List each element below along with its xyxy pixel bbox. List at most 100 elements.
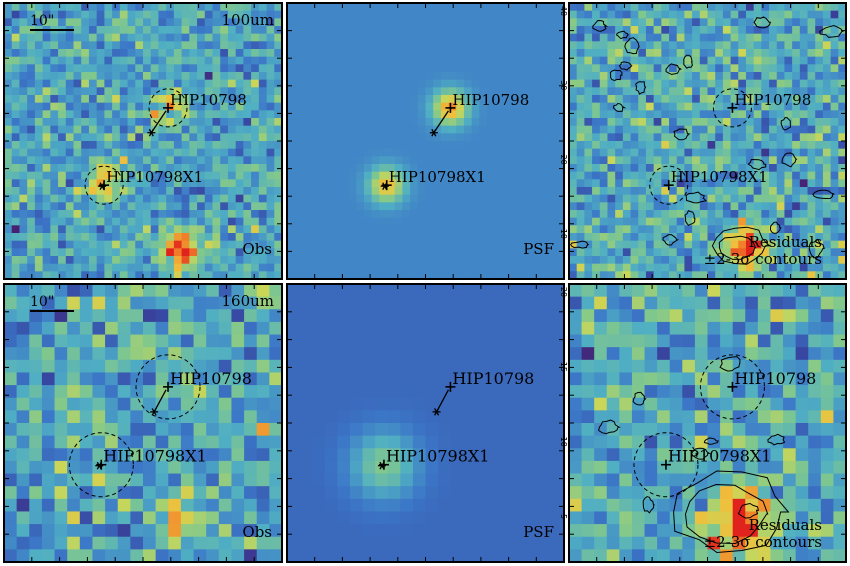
source-label-hip10798: HIP10798 [734, 369, 816, 388]
noise-contour [737, 502, 760, 519]
noise-contour [780, 117, 792, 131]
source-marker-hip10798 [445, 102, 456, 113]
source-label-hip10798x1: HIP10798X1 [106, 168, 203, 186]
star-position-marker [147, 128, 156, 137]
noise-contour [609, 69, 623, 82]
panel-ticks [569, 284, 846, 562]
panel-label-obs: Obs [242, 523, 272, 541]
noise-contour [747, 158, 767, 171]
source-label-hip10798x1: HIP10798X1 [671, 168, 768, 186]
source-marker-hip10798x1 [381, 180, 392, 191]
source-label-hip10798x1: HIP10798X1 [389, 168, 486, 186]
noise-contour [683, 54, 693, 69]
source-marker-hip10798x1 [663, 180, 674, 191]
y-tick-label: 10 [559, 229, 568, 239]
y-tick-label: 20 [559, 287, 568, 297]
proper-motion-arrow [433, 110, 449, 134]
noise-contour [819, 24, 844, 38]
noise-contour [592, 19, 609, 32]
aperture-circle-hip10798 [135, 354, 201, 420]
noise-contour [632, 391, 647, 406]
aperture-circle-hip10798 [699, 354, 765, 420]
noise-contour [685, 191, 708, 204]
noise-contour [665, 63, 682, 75]
map-residual-0 [569, 3, 847, 280]
source-label-hip10798x1: HIP10798X1 [103, 447, 207, 466]
noise-contour [719, 356, 741, 372]
aperture-circle-hip10798 [148, 88, 188, 128]
contour-3sigma [718, 235, 757, 260]
contour-3sigma [684, 483, 769, 545]
source-marker-hip10798 [163, 381, 174, 392]
panel-label-residuals: Residuals [749, 516, 822, 534]
proper-motion-arrow [436, 389, 450, 413]
proper-motion-arrow [150, 110, 167, 134]
source-label-hip10798: HIP10798 [452, 91, 529, 109]
aperture-circle-hip10798x1 [649, 165, 689, 205]
band-label: 100um [221, 11, 274, 29]
noise-contour [673, 128, 691, 141]
noise-contour [612, 102, 627, 112]
noise-contour [770, 221, 782, 234]
map-psf-1 [287, 284, 565, 563]
y-tick-label: 20 [559, 154, 568, 164]
noise-contour [703, 437, 719, 445]
map-residual-1 [569, 284, 847, 563]
panel-label-obs: Obs [242, 240, 272, 258]
map-psf-0 [287, 3, 565, 280]
y-tick-label: 30 [559, 80, 568, 90]
noise-contour [662, 234, 680, 246]
source-marker-hip10798 [445, 381, 456, 392]
panel-label-psf: PSF [523, 523, 554, 541]
panel-label-contours: ±2-3σ contours [704, 533, 822, 551]
noise-contour [635, 81, 647, 95]
scale-bar-label: 10" [30, 13, 54, 29]
source-marker-hip10798 [727, 102, 738, 113]
aperture-circle-hip10798x1 [84, 165, 124, 205]
noise-contour [615, 30, 630, 40]
source-marker-hip10798x1 [660, 459, 671, 470]
panel-ticks [287, 3, 564, 279]
panel-label-contours: ±2-3σ contours [704, 250, 822, 268]
scale-bar-label: 10" [30, 294, 54, 310]
proper-motion-arrow [153, 389, 167, 413]
aperture-circle-hip10798 [712, 88, 752, 128]
source-marker-hip10798 [163, 102, 174, 113]
source-marker-hip10798x1 [96, 459, 107, 470]
star-position-marker [432, 408, 441, 416]
source-label-hip10798: HIP10798 [734, 91, 811, 109]
noise-contour [808, 238, 825, 259]
band-label: 160um [221, 292, 274, 310]
noise-contour [812, 189, 835, 200]
y-tick-label: 40 [559, 6, 568, 16]
y-tick-label: 5 [559, 514, 568, 519]
panel-ticks [4, 284, 282, 562]
contour-2sigma [711, 226, 771, 265]
y-tick-label: 10 [559, 437, 568, 447]
noise-contour [624, 37, 640, 55]
star-position-marker [150, 408, 159, 416]
star-position-marker [429, 128, 438, 137]
source-label-hip10798: HIP10798 [170, 91, 247, 109]
map-obs-1 [4, 284, 283, 563]
source-label-hip10798: HIP10798 [452, 369, 534, 388]
source-marker-hip10798x1 [378, 459, 389, 470]
aperture-circle-hip10798x1 [68, 432, 134, 498]
noise-contour [753, 16, 772, 29]
noise-contour [618, 61, 633, 71]
panel-ticks [4, 3, 282, 279]
aperture-circle-hip10798x1 [633, 432, 699, 498]
source-marker-hip10798 [727, 381, 738, 392]
noise-contour [642, 496, 655, 514]
y-tick-label: 15 [559, 362, 568, 372]
noise-contour [684, 210, 696, 227]
source-label-hip10798x1: HIP10798X1 [386, 447, 490, 466]
noise-contour [690, 447, 712, 460]
source-label-hip10798x1: HIP10798X1 [668, 447, 772, 466]
noise-contour [781, 152, 798, 168]
panel-ticks [287, 284, 564, 562]
source-label-hip10798: HIP10798 [170, 369, 252, 388]
map-obs-0 [4, 3, 283, 280]
noise-contour [767, 433, 786, 446]
